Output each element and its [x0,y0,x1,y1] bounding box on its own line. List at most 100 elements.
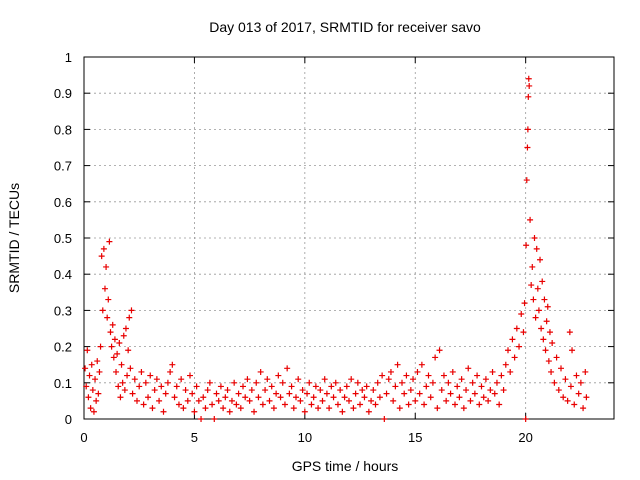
data-point [87,405,94,412]
data-point [306,379,313,386]
data-point [328,383,335,390]
data-point [213,390,220,397]
data-point [361,394,368,401]
data-point [204,387,211,394]
data-point [134,397,140,404]
data-point [463,387,470,394]
data-point [248,387,255,394]
data-point [524,144,531,151]
data-point [128,307,135,314]
data-point [566,329,573,336]
data-point [142,379,149,386]
chart-title: Day 013 of 2017, SRMTID for receiver sav… [209,19,481,35]
data-point [106,238,113,245]
data-point [222,394,229,401]
data-point [562,376,569,383]
data-point [531,235,538,241]
data-point [429,379,436,386]
data-point [145,394,152,401]
data-point [240,383,246,390]
data-point [509,336,516,343]
data-point [385,376,392,383]
data-point [85,394,92,401]
data-point [277,394,284,401]
y-tick-label: 1 [65,50,72,65]
data-point [567,383,574,390]
data-point [541,296,548,303]
data-point [498,372,505,379]
data-point [129,390,136,397]
data-point [268,383,275,390]
data-point [110,354,117,361]
data-point [546,329,553,336]
data-point [538,325,545,332]
data-point [551,379,558,386]
data-point [120,332,127,339]
data-point [523,242,530,249]
data-point [337,387,344,394]
data-points [82,75,590,422]
data-point [297,397,304,404]
data-point [226,408,233,415]
data-point [534,285,541,292]
data-point [540,336,547,343]
data-point [493,379,500,386]
data-point [525,93,532,100]
data-point [231,379,238,386]
data-point [436,347,443,354]
data-point [332,379,339,386]
y-tick-label: 0.6 [54,195,72,210]
data-point [162,390,169,397]
data-point [92,376,99,383]
data-point [206,379,213,386]
data-point [257,368,264,375]
data-point [575,390,582,397]
data-point [432,354,439,361]
data-point [491,390,498,397]
data-point [308,401,315,408]
y-tick-label: 0.5 [54,231,72,246]
data-point [522,416,529,422]
data-point [273,390,280,397]
data-point [116,339,123,346]
data-point [279,379,286,386]
data-point [359,387,366,394]
data-point [526,82,533,89]
data-point [151,387,158,394]
y-tick-label: 0.4 [54,267,72,282]
data-point [365,408,372,415]
data-point [100,245,107,252]
data-point [558,365,564,372]
x-tick-label: 10 [298,430,312,445]
y-tick-label: 0.1 [54,376,72,391]
data-point [535,307,542,314]
data-point [387,368,394,375]
data-point [171,394,178,401]
data-point [414,368,421,375]
data-point [115,383,122,390]
data-point [368,397,375,404]
y-tick-label: 0.9 [54,86,72,101]
data-point [500,387,507,394]
data-point [98,253,105,260]
data-point [173,383,180,390]
data-point [136,383,143,390]
data-point [516,343,523,350]
data-point [323,390,330,397]
data-point [94,358,101,365]
data-point [527,216,534,223]
data-point [390,397,397,404]
data-point [202,405,209,412]
data-point [553,354,560,361]
data-point [275,372,282,379]
data-point [224,387,231,394]
data-point [521,300,528,307]
data-point [326,405,333,412]
data-point [253,379,260,386]
data-point [580,405,587,412]
data-point [330,394,337,401]
data-point [167,368,174,375]
data-point [583,394,590,401]
data-point [178,376,185,383]
data-point [346,397,352,404]
